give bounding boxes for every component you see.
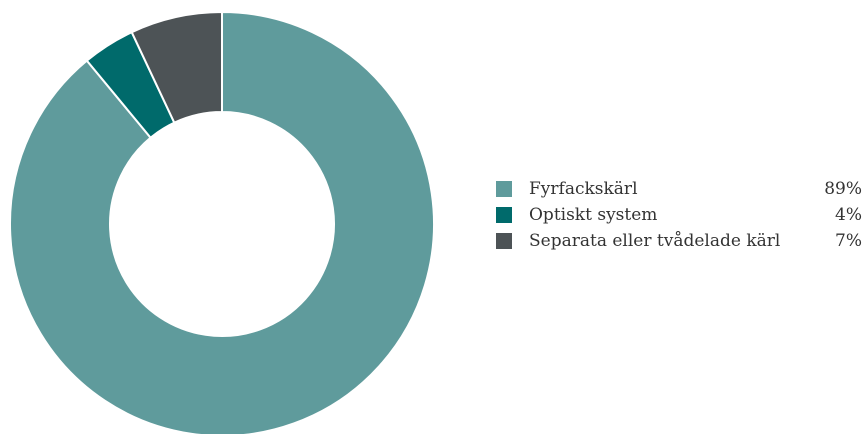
legend-label: Fyrfackskärl bbox=[529, 179, 638, 199]
donut-slice-3 bbox=[130, 10, 223, 124]
legend-label: Optiskt system bbox=[529, 205, 658, 225]
legend-item-optiskt-system: Optiskt system 4% bbox=[496, 202, 862, 228]
legend-value: 7% bbox=[835, 231, 862, 251]
legend-label: Separata eller tvådelade kärl bbox=[529, 231, 781, 251]
legend-value: 89% bbox=[824, 179, 862, 199]
legend-item-fyrfackskarl: Fyrfackskärl 89% bbox=[496, 176, 862, 202]
legend-swatch bbox=[496, 207, 512, 223]
legend-value: 4% bbox=[835, 205, 862, 225]
chart-legend: Fyrfackskärl 89% Optiskt system 4% Separ… bbox=[496, 176, 862, 254]
legend-swatch bbox=[496, 181, 512, 197]
legend-item-separata-karl: Separata eller tvådelade kärl 7% bbox=[496, 228, 862, 254]
donut-slice-1 bbox=[9, 10, 435, 434]
legend-swatch bbox=[496, 233, 512, 249]
